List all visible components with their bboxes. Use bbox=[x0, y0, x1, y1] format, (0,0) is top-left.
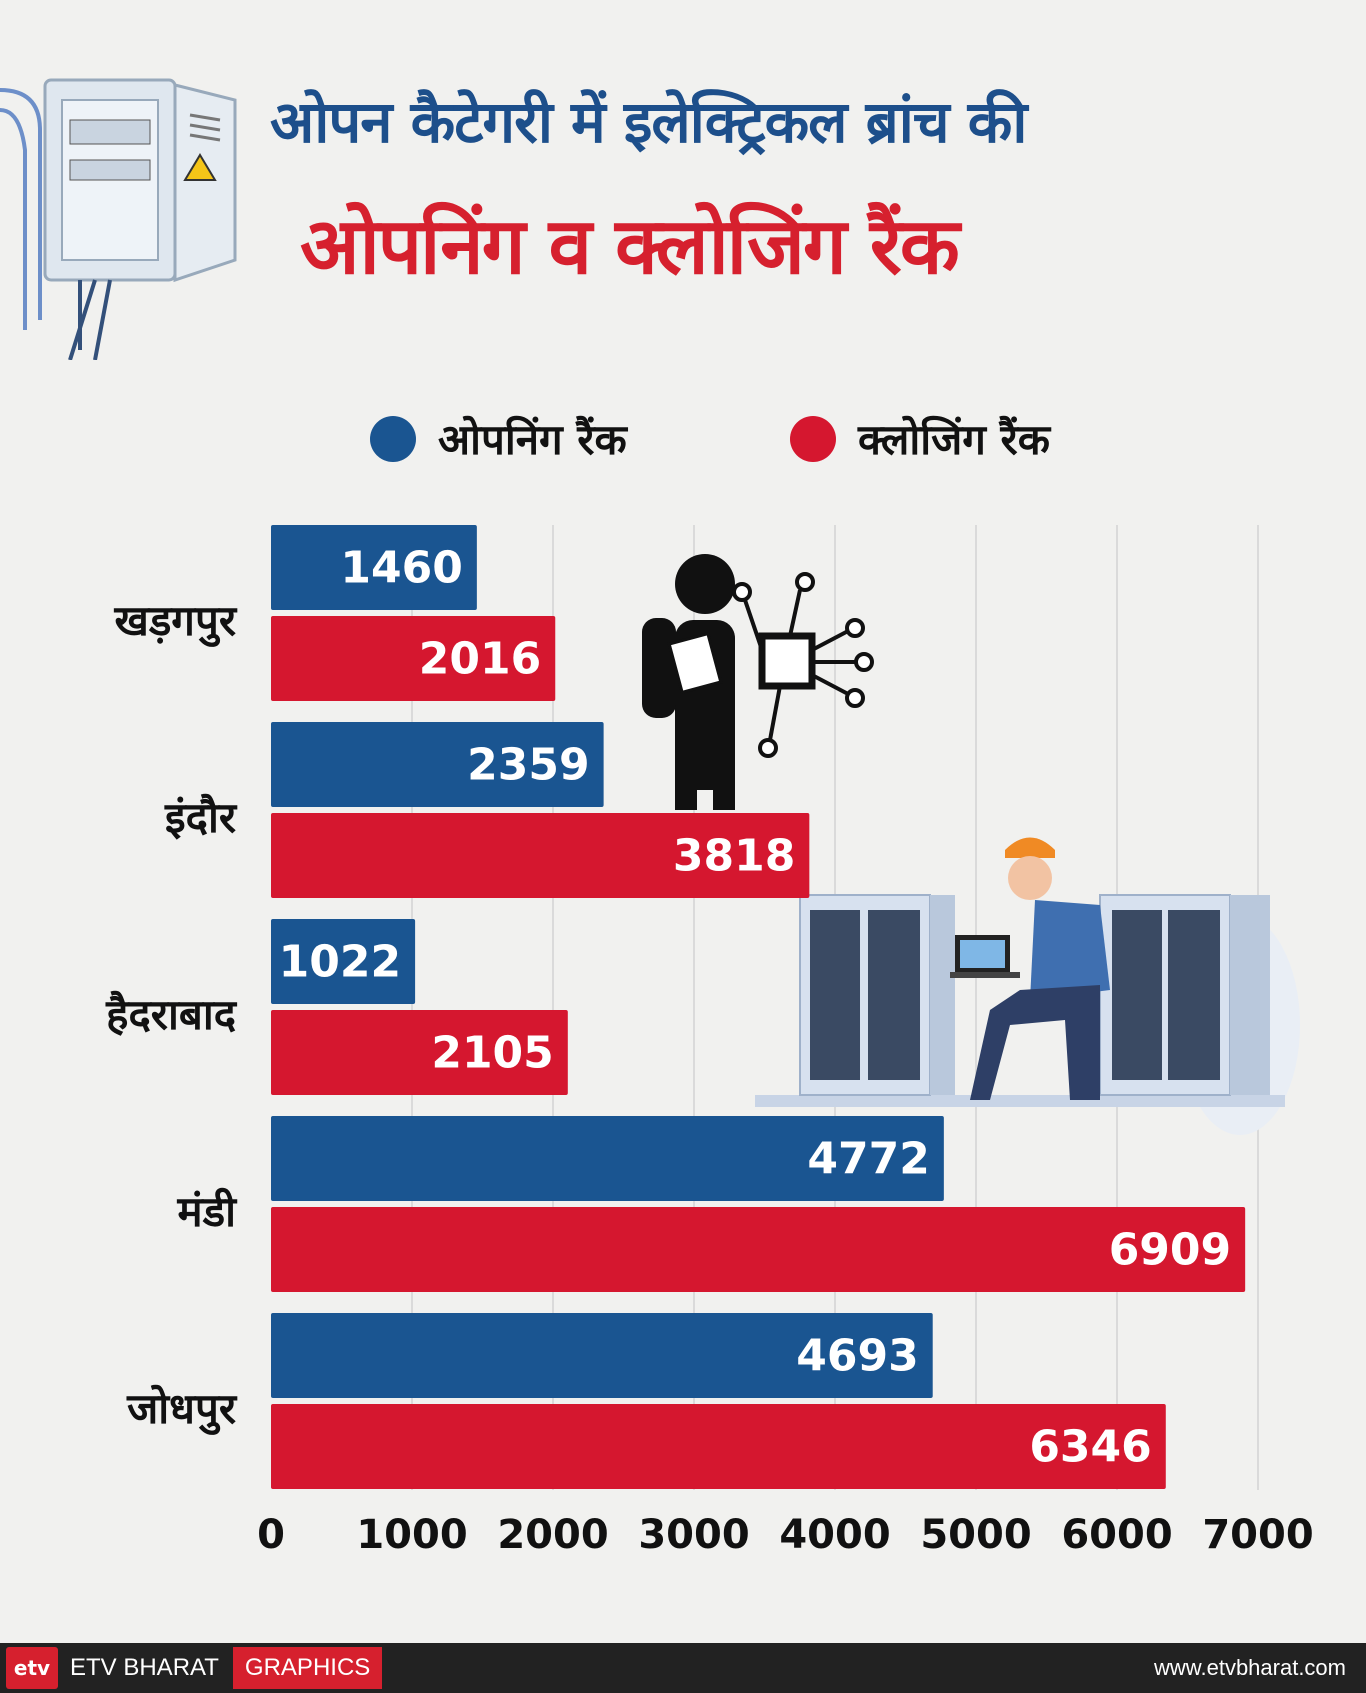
student-illustration bbox=[642, 554, 874, 810]
bar-opening bbox=[271, 722, 604, 807]
category-label: खड़गपुर bbox=[113, 596, 237, 647]
bar-value-label: 1022 bbox=[279, 937, 401, 988]
category-label: इंदौर bbox=[164, 793, 238, 842]
footer-bar: etv ETV BHARAT GRAPHICS www.etvbharat.co… bbox=[0, 1643, 1366, 1693]
bar-value-label: 2359 bbox=[467, 740, 589, 791]
bar-closing bbox=[271, 813, 810, 898]
x-tick-label: 3000 bbox=[638, 1512, 749, 1558]
bar-value-label: 2105 bbox=[431, 1028, 553, 1079]
x-tick-label: 1000 bbox=[356, 1512, 467, 1558]
bar-value-label: 6909 bbox=[1109, 1225, 1231, 1276]
chart-subtitle: ओपनिंग व क्लोजिंग रैंक bbox=[300, 202, 960, 292]
x-tick-label: 5000 bbox=[920, 1512, 1031, 1558]
bar-value-label: 6346 bbox=[1029, 1422, 1151, 1473]
bar-closing bbox=[271, 1010, 568, 1095]
bar-opening bbox=[271, 1313, 933, 1398]
x-tick-label: 6000 bbox=[1061, 1512, 1172, 1558]
legend-item-opening: ओपनिंग रैंक bbox=[370, 410, 627, 467]
bar-value-label: 1460 bbox=[340, 543, 462, 594]
legend-item-closing: क्लोजिंग रैंक bbox=[790, 410, 1050, 467]
legend-label-opening: ओपनिंग रैंक bbox=[438, 415, 627, 464]
bar-chart: 0 1000 2000 3000 4000 5000 6000 7000 1460 2016 खड़… bbox=[105, 525, 1314, 1558]
category-label: जोधपुर bbox=[126, 1384, 238, 1435]
bar-opening bbox=[271, 919, 416, 1004]
legend-swatch-opening bbox=[370, 415, 416, 462]
category-label: मंडी bbox=[177, 1187, 239, 1236]
legend-swatch-closing bbox=[790, 415, 836, 462]
x-tick-label: 7000 bbox=[1202, 1512, 1313, 1558]
etv-logo-icon: etv bbox=[6, 1647, 58, 1689]
x-tick-label: 2000 bbox=[497, 1512, 608, 1558]
bar-value-label: 4693 bbox=[796, 1331, 918, 1382]
category-label: हैदराबाद bbox=[105, 990, 238, 1039]
engineer-illustration bbox=[755, 837, 1300, 1135]
bar-closing bbox=[271, 616, 556, 701]
bar-value-label: 4772 bbox=[807, 1134, 929, 1185]
bar-value-label: 3818 bbox=[673, 831, 795, 882]
bar-opening bbox=[271, 1116, 944, 1201]
bar-closing bbox=[271, 1207, 1246, 1292]
x-tick-label: 4000 bbox=[779, 1512, 890, 1558]
legend-label-closing: क्लोजिंग रैंक bbox=[858, 415, 1050, 464]
chart-title: ओपन कैटेगरी में इलेक्ट्रिकल ब्रांच की bbox=[270, 88, 1027, 156]
footer-url-link[interactable]: www.etvbharat.com bbox=[1154, 1655, 1346, 1680]
footer-brand: ETV BHARAT bbox=[70, 1654, 219, 1681]
bar-opening bbox=[271, 525, 477, 610]
bar-closing bbox=[271, 1404, 1166, 1489]
x-tick-label: 0 bbox=[257, 1512, 285, 1558]
bar-value-label: 2016 bbox=[419, 634, 541, 685]
footer-section-label: GRAPHICS bbox=[232, 1647, 383, 1689]
electric-panel-illustration bbox=[0, 78, 237, 360]
